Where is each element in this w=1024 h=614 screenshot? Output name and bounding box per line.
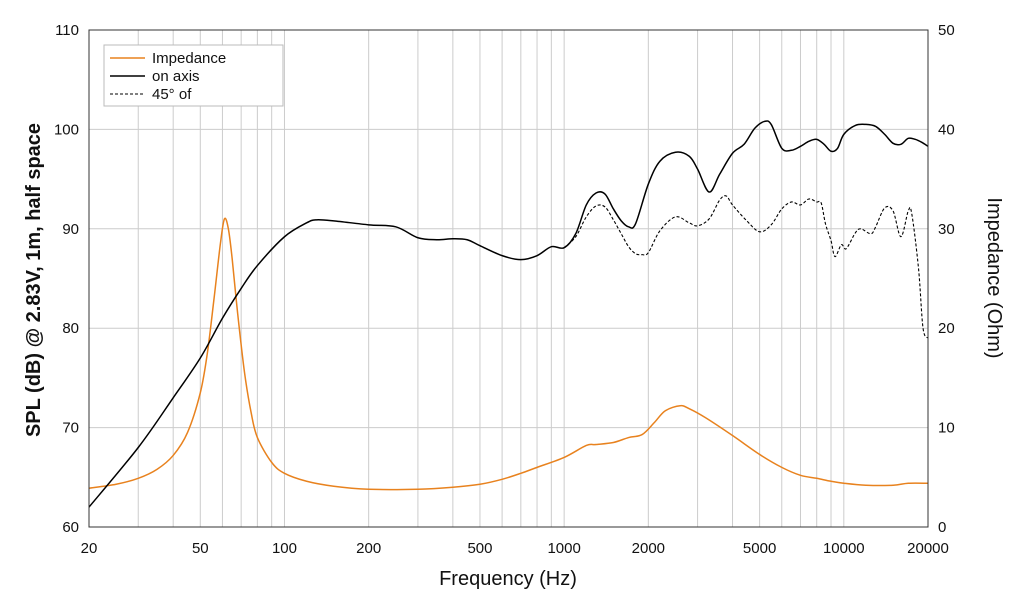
plot-frame [88, 29, 929, 528]
y-right-tick-label: 20 [938, 320, 955, 337]
x-tick-label: 5000 [743, 540, 776, 557]
y-left-tick-label: 110 [55, 22, 79, 39]
y-left-tick-label: 70 [62, 420, 79, 437]
y-right-axis-title: Impedance (Ohm) [983, 197, 1005, 358]
legend: Impedance on axis 45° of [103, 44, 284, 107]
x-tick-label: 100 [272, 540, 297, 557]
x-tick-label: 500 [467, 540, 492, 557]
series-layer [89, 120, 928, 508]
x-axis-title: Frequency (Hz) [439, 568, 577, 590]
x-tick-label: 50 [192, 540, 209, 557]
y-left-tick-label: 80 [62, 320, 79, 337]
y-right-tick-label: 0 [938, 519, 946, 536]
tick-label-layer: 20 50 100 200 500 1000 2000 5000 10000 2000060708… [54, 22, 955, 557]
x-tick-label: 20000 [907, 540, 949, 557]
series-line-on-axis [89, 120, 928, 508]
y-right-tick-label: 30 [938, 221, 955, 238]
x-tick-label: 1000 [547, 540, 580, 557]
x-tick-label: 20 [81, 540, 98, 557]
legend-label-impedance: Impedance [152, 50, 226, 67]
x-tick-label: 10000 [823, 540, 865, 557]
y-left-axis-title: SPL (dB) @ 2.83V, 1m, half space [23, 123, 45, 437]
x-tick-label: 200 [356, 540, 381, 557]
y-right-tick-label: 40 [938, 121, 955, 138]
legend-label-45-off: 45° of [152, 86, 192, 103]
y-left-tick-label: 100 [54, 121, 79, 138]
x-tick-label: 2000 [632, 540, 665, 557]
y-right-tick-label: 10 [938, 420, 955, 437]
series-line-45-of [563, 195, 928, 339]
legend-label-on-axis: on axis [152, 68, 200, 85]
y-right-tick-label: 50 [938, 22, 955, 39]
series-line-impedance [89, 217, 928, 491]
y-left-tick-label: 60 [62, 519, 79, 536]
y-left-tick-label: 90 [62, 221, 79, 238]
